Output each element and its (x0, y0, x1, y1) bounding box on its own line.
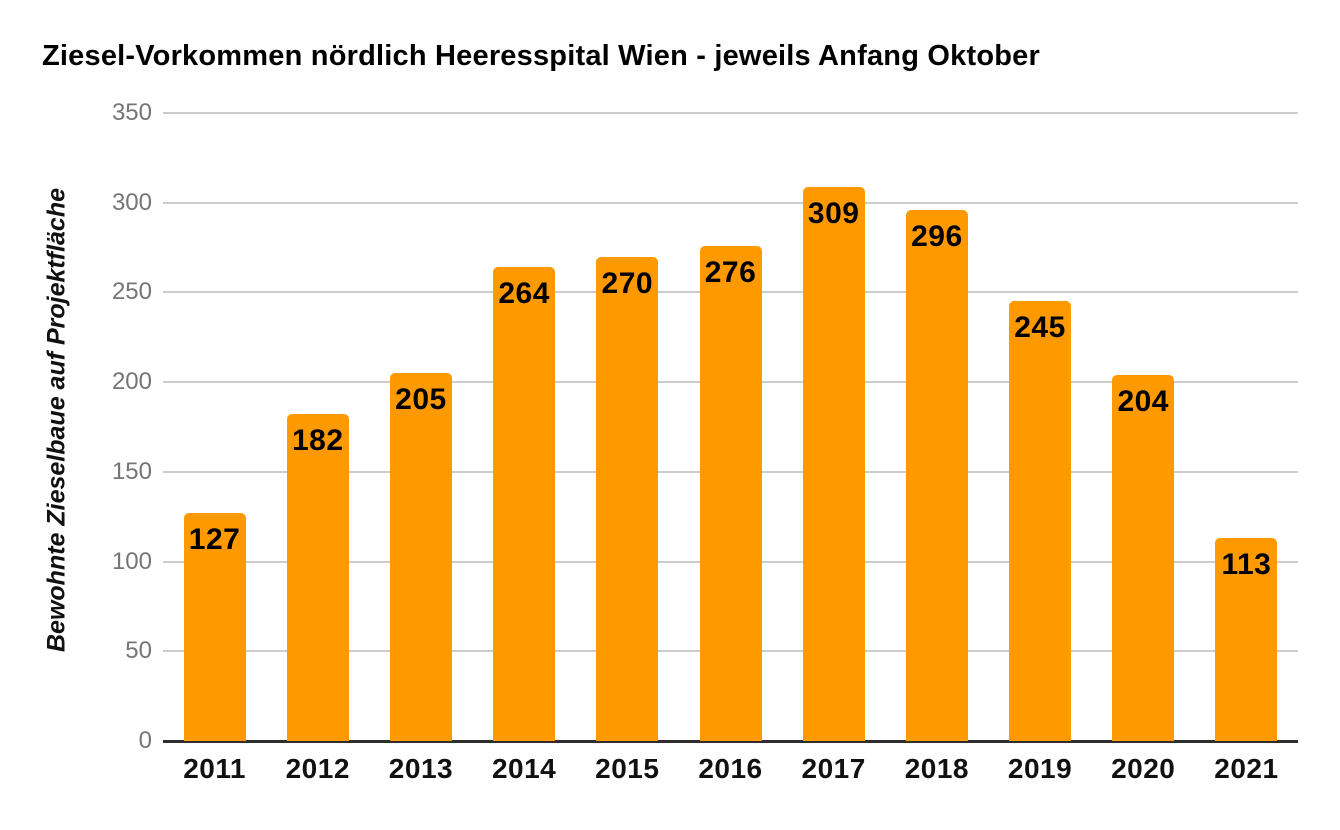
bar: 296 (905, 209, 968, 741)
x-tick-label: 2020 (1111, 753, 1176, 784)
x-tick-label: 2013 (388, 753, 454, 784)
x-tick-label: 2021 (1214, 753, 1279, 784)
x-axis-baseline (163, 740, 1298, 743)
bar: 270 (596, 256, 659, 741)
bar-value-label: 276 (704, 255, 757, 289)
y-tick-label: 250 (111, 278, 152, 306)
bar: 276 (699, 245, 762, 741)
bar-value-label: 182 (291, 424, 344, 458)
y-tick-label: 350 (111, 99, 152, 126)
x-tick-label: 2019 (1007, 753, 1073, 784)
x-tick-label: 2018 (904, 753, 969, 784)
x-tick-label: 2012 (285, 753, 350, 784)
bar-value-label: 204 (1117, 384, 1169, 418)
bar-value-label: 270 (601, 266, 654, 300)
x-tick-label: 2017 (801, 753, 866, 784)
bar: 182 (286, 414, 349, 741)
bar: 127 (183, 513, 246, 741)
x-tick-label: 2016 (698, 753, 763, 784)
bar: 245 (1009, 301, 1072, 741)
y-tick-label: 0 (138, 727, 152, 754)
bar-value-label: 127 (188, 523, 241, 557)
x-tick-label: 2011 (183, 753, 246, 784)
bar-value-label: 113 (1221, 548, 1272, 582)
chart-title: Ziesel-Vorkommen nördlich Heeresspital W… (42, 40, 1040, 72)
y-tick-label: 300 (111, 188, 152, 216)
x-tick-label: 2015 (595, 753, 660, 784)
bar: 309 (802, 186, 865, 741)
bar: 205 (389, 373, 452, 741)
bar: 204 (1112, 374, 1175, 741)
gridline (163, 112, 1298, 114)
y-tick-label: 150 (111, 457, 152, 485)
gridline (163, 201, 1298, 204)
y-tick-label: 200 (111, 368, 152, 396)
y-tick-label: 100 (111, 547, 152, 575)
bar: 113 (1215, 538, 1278, 741)
x-tick-label: 2014 (491, 753, 557, 784)
bar-value-label: 205 (395, 383, 447, 417)
bar-value-label: 264 (498, 277, 550, 311)
bar-value-label: 296 (911, 219, 963, 253)
y-axis-title: Bewohnte Zieselbaue auf Projektfläche (42, 187, 71, 653)
y-tick-label: 50 (125, 637, 152, 665)
bar: 264 (493, 267, 556, 741)
bar-value-label: 245 (1014, 311, 1066, 345)
bar-value-label: 309 (807, 196, 860, 230)
